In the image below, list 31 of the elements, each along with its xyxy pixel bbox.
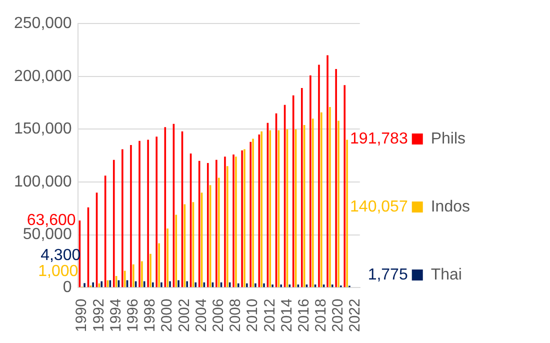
x-tick-label: 2004 bbox=[192, 298, 210, 332]
legend-label: Phils bbox=[430, 130, 466, 148]
x-tick-label: 2010 bbox=[244, 298, 262, 332]
annotation: 191,783 bbox=[350, 130, 408, 148]
y-tick-label: 0 bbox=[62, 279, 72, 296]
y-tick-label: 150,000 bbox=[14, 120, 72, 138]
y-tick-label: 100,000 bbox=[14, 173, 72, 190]
x-tick-label: 2012 bbox=[261, 298, 278, 332]
legend-label: Indos bbox=[430, 198, 470, 216]
legend-label: Thai bbox=[430, 266, 462, 284]
annotation: 1,000 bbox=[38, 263, 78, 280]
x-tick-label: 2008 bbox=[227, 298, 244, 332]
y-tick-label: 200,000 bbox=[14, 68, 72, 85]
y-tick-label: 250,000 bbox=[14, 15, 72, 32]
x-tick-label: 1992 bbox=[90, 298, 108, 332]
x-tick-label: 2018 bbox=[312, 298, 330, 332]
x-tick-label: 2022 bbox=[346, 298, 364, 332]
x-tick-label: 2016 bbox=[295, 298, 312, 332]
x-tick-label: 1996 bbox=[124, 298, 142, 332]
x-tick-label: 2002 bbox=[176, 298, 193, 332]
x-tick-label: 2014 bbox=[278, 298, 296, 332]
text: 1,775 bbox=[368, 266, 408, 284]
y-tick-label: 50,000 bbox=[22, 226, 72, 244]
x-tick-label: 1990 bbox=[73, 298, 90, 332]
annotation: 63,600 bbox=[26, 212, 76, 229]
x-tick-label: 1994 bbox=[107, 298, 124, 332]
x-tick-label: 1998 bbox=[142, 298, 159, 332]
annotation: 140,057 bbox=[350, 198, 408, 216]
x-tick-label: 2020 bbox=[330, 298, 347, 332]
x-tick-label: 2006 bbox=[210, 298, 227, 332]
x-tick-label: 2000 bbox=[158, 298, 176, 332]
